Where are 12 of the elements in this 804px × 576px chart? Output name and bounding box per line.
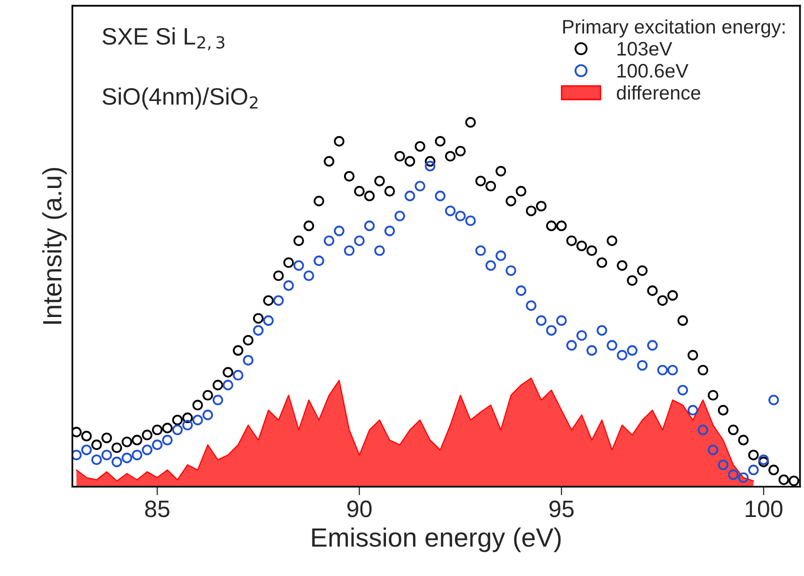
x-axis-title: Emission energy (eV) (312, 527, 561, 552)
text: SiO(4nm)/SiO$_{2}$ (102, 88, 258, 110)
y-axis-title: Intensity (a.u) (42, 168, 67, 324)
x-tick-label: 85 (145, 500, 170, 518)
legend-label: 100.6eV (618, 64, 688, 78)
x-tick-label: 90 (347, 500, 372, 518)
legend-title: Primary excitation energy: (563, 19, 785, 38)
x-tick-label: 95 (549, 500, 574, 518)
legend-label: difference (616, 85, 700, 100)
text: SXE Si L$_{2,3}$ (102, 27, 224, 50)
x-tick-label: 100 (746, 500, 782, 518)
legend-label: 103eV (618, 42, 672, 56)
